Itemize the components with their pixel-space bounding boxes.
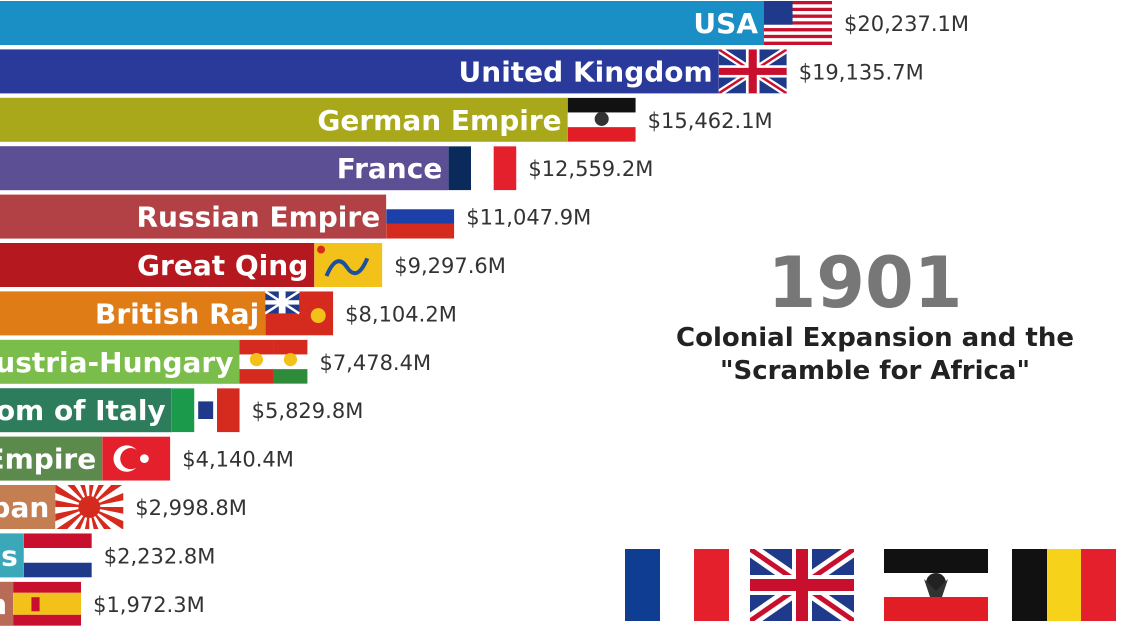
france-flag-icon <box>448 146 517 191</box>
russia-flag-icon <box>386 194 455 239</box>
bar-label: Ottoman Empire <box>0 443 96 476</box>
bar-row: German Empire $15,462.1M <box>0 97 773 142</box>
bar-label: German Empire <box>317 104 561 137</box>
german-empire-flag-icon <box>884 549 988 621</box>
british-raj-flag-icon <box>265 291 334 336</box>
bar-label: Empire of Japan <box>0 491 49 524</box>
german-empire-flag-icon <box>567 97 636 142</box>
period-caption: Colonial Expansion and the "Scramble for… <box>640 322 1110 388</box>
caption-line-2: "Scramble for Africa" <box>719 356 1031 386</box>
ottoman-flag-icon <box>102 436 171 481</box>
spain-flag-icon <box>13 581 82 626</box>
uk-flag-icon <box>718 49 787 94</box>
usa-flag-icon <box>764 1 832 45</box>
bar <box>0 146 449 191</box>
italy-flag-icon <box>171 388 240 433</box>
value-label: $5,829.8M <box>252 399 364 423</box>
bar-label: Netherlands <box>0 539 18 572</box>
bar-row: British Raj $8,104.2M <box>0 291 457 336</box>
bar-row: Spain $1,972.3M <box>0 581 205 626</box>
value-label: $15,462.1M <box>648 109 773 133</box>
bar <box>0 97 568 142</box>
bar-label: Kingdom of Italy <box>0 394 166 427</box>
qing-dragon-flag-icon <box>314 243 383 287</box>
bar-row: Netherlands $2,232.8M <box>0 533 216 578</box>
bar <box>0 291 266 336</box>
bar <box>0 485 56 529</box>
bar <box>0 388 172 433</box>
austria-hungary-flag-icon <box>239 339 308 384</box>
bar <box>0 436 103 481</box>
value-label: $11,047.9M <box>466 206 591 230</box>
value-label: $9,297.6M <box>394 254 506 278</box>
value-label: $7,478.4M <box>319 351 431 375</box>
bar <box>0 243 315 287</box>
bar <box>0 533 24 578</box>
bar-row: Kingdom of Italy $5,829.8M <box>0 388 364 433</box>
value-label: $20,237.1M <box>844 12 969 36</box>
value-label: $2,998.8M <box>135 496 247 520</box>
bar <box>0 1 764 45</box>
bar-row: Ottoman Empire $4,140.4M <box>0 436 294 481</box>
bar-row: Great Qing $9,297.6M <box>0 243 506 287</box>
belgium-flag-icon <box>1012 549 1116 621</box>
netherlands-flag-icon <box>23 533 92 578</box>
value-label: $4,140.4M <box>182 448 294 472</box>
value-label: $1,972.3M <box>93 593 205 617</box>
bar-row: United Kingdom $19,135.7M <box>0 49 924 94</box>
bar-row: Russian Empire $11,047.9M <box>0 194 591 239</box>
bar-label: United Kingdom <box>459 55 713 88</box>
uk-flag-icon <box>750 549 854 621</box>
france-flag-icon <box>625 549 729 621</box>
bar-label: Spain <box>0 588 7 621</box>
caption-line-1: Colonial Expansion and the <box>676 323 1074 353</box>
bar-label: Russian Empire <box>136 201 380 234</box>
bar <box>0 49 719 94</box>
rising-sun-flag-icon <box>55 485 124 529</box>
bar-row: Empire of Japan $2,998.8M <box>0 485 247 529</box>
bar-row: USA $20,237.1M <box>0 1 969 45</box>
bar-label: Great Qing <box>137 249 308 282</box>
value-label: $2,232.8M <box>104 544 216 568</box>
bar-label: Austria-Hungary <box>0 346 233 379</box>
bar <box>0 339 240 384</box>
bar <box>0 194 387 239</box>
year-label: 1901 <box>767 242 963 324</box>
bar-row: France $12,559.2M <box>0 146 653 191</box>
bar-label: France <box>337 152 443 185</box>
value-label: $12,559.2M <box>528 157 653 181</box>
bar-label: USA <box>693 7 758 40</box>
bar <box>0 581 14 626</box>
bar-label: British Raj <box>95 297 259 330</box>
value-label: $8,104.2M <box>345 302 457 326</box>
value-label: $19,135.7M <box>799 60 924 84</box>
bar-row: Austria-Hungary $7,478.4M <box>0 339 431 384</box>
